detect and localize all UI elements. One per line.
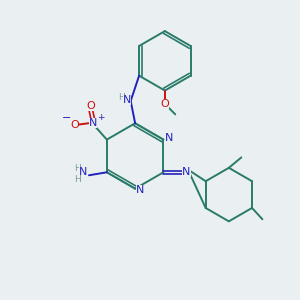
Text: O: O	[160, 99, 169, 109]
Text: H: H	[75, 175, 81, 184]
Text: N: N	[89, 118, 97, 128]
Text: N: N	[79, 167, 87, 177]
Text: O: O	[70, 120, 79, 130]
Text: H: H	[75, 164, 81, 173]
Text: −: −	[62, 113, 72, 123]
Text: N: N	[136, 185, 145, 195]
Text: +: +	[98, 113, 105, 122]
Text: N: N	[165, 133, 173, 143]
Text: O: O	[86, 101, 95, 111]
Text: N: N	[123, 95, 131, 105]
Text: N: N	[182, 167, 190, 177]
Text: H: H	[118, 93, 124, 102]
